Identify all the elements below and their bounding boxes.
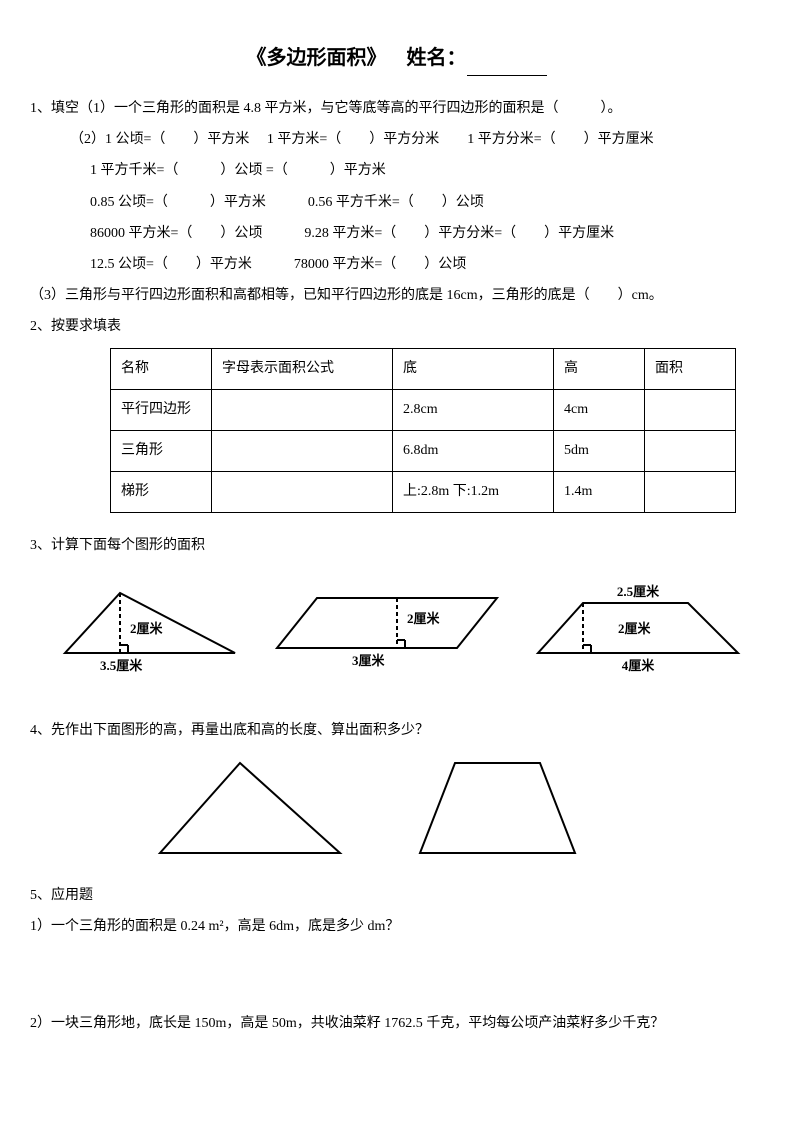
table-cell: 平行四边形 (111, 389, 212, 430)
q2-table: 名称字母表示面积公式底高面积平行四边形 2.8cm4cm 三角形 6.8dm5dm 梯形… (110, 348, 736, 513)
q1-2b: 1 平方千米=（ ）公顷 =（ ）平方米 (30, 158, 763, 183)
svg-text:2厘米: 2厘米 (130, 621, 164, 636)
q5: 5、应用题 (30, 883, 763, 908)
table-cell: 梯形 (111, 471, 212, 512)
q3-triangle: 2厘米 3.5厘米 (40, 578, 250, 678)
table-cell (212, 389, 393, 430)
svg-text:4厘米: 4厘米 (622, 658, 656, 673)
table-cell (645, 430, 736, 471)
table-cell: 面积 (645, 348, 736, 389)
table-cell (212, 471, 393, 512)
svg-text:3.5厘米: 3.5厘米 (100, 658, 143, 673)
table-cell: 2.8cm (393, 389, 554, 430)
svg-text:3厘米: 3厘米 (352, 653, 386, 668)
name-blank[interactable] (467, 75, 547, 76)
table-cell (645, 471, 736, 512)
table-cell: 高 (554, 348, 645, 389)
q5-2: 2）一块三角形地，底长是 150m，高是 50m，共收油菜籽 1762.5 千克… (30, 1011, 763, 1036)
table-cell: 三角形 (111, 430, 212, 471)
q4-triangle (150, 753, 350, 863)
q3-parallelogram: 2厘米 3厘米 (267, 578, 507, 678)
table-cell: 上:2.8m 下:1.2m (393, 471, 554, 512)
title-main: 《多边形面积》 (247, 47, 387, 69)
q3: 3、计算下面每个图形的面积 (30, 533, 763, 558)
q4-trapezoid (410, 753, 590, 863)
q1-1: 1、填空（1）一个三角形的面积是 4.8 平方米，与它等底等高的平行四边形的面积… (30, 96, 763, 121)
table-cell: 字母表示面积公式 (212, 348, 393, 389)
svg-text:2厘米: 2厘米 (618, 621, 652, 636)
page-title: 《多边形面积》 姓名： (30, 40, 763, 76)
table-cell: 底 (393, 348, 554, 389)
q1-2d: 86000 平方米=（ ）公顷 9.28 平方米=（ ）平方分米=（ ）平方厘米 (30, 221, 763, 246)
q1-2e: 12.5 公顷=（ ）平方米 78000 平方米=（ ）公顷 (30, 252, 763, 277)
q5-1: 1）一个三角形的面积是 0.24 m²，高是 6dm，底是多少 dm？ (30, 914, 763, 939)
q3-figures: 2厘米 3.5厘米 2厘米 3厘米 2.5厘米 2厘米 4厘米 (40, 578, 753, 678)
table-cell (645, 389, 736, 430)
table-cell: 1.4m (554, 471, 645, 512)
svg-text:2厘米: 2厘米 (407, 611, 441, 626)
q4: 4、先作出下面图形的高，再量出底和高的长度、算出面积多少？ (30, 718, 763, 743)
table-cell: 6.8dm (393, 430, 554, 471)
table-cell: 5dm (554, 430, 645, 471)
q4-figures (150, 753, 763, 863)
q3-trapezoid: 2.5厘米 2厘米 4厘米 (523, 578, 753, 678)
q1-2a: （2）1 公顷=（ ）平方米 1 平方米=（ ）平方分米 1 平方分米=（ ）平… (30, 127, 763, 152)
table-cell: 4cm (554, 389, 645, 430)
table-cell: 名称 (111, 348, 212, 389)
q1-2c: 0.85 公顷=（ ）平方米 0.56 平方千米=（ ）公顷 (30, 190, 763, 215)
q2: 2、按要求填表 (30, 314, 763, 339)
q1-3: （3）三角形与平行四边形面积和高都相等，已知平行四边形的底是 16cm，三角形的… (30, 283, 763, 308)
name-label: 姓名： (407, 47, 467, 69)
table-cell (212, 430, 393, 471)
svg-text:2.5厘米: 2.5厘米 (617, 584, 660, 599)
